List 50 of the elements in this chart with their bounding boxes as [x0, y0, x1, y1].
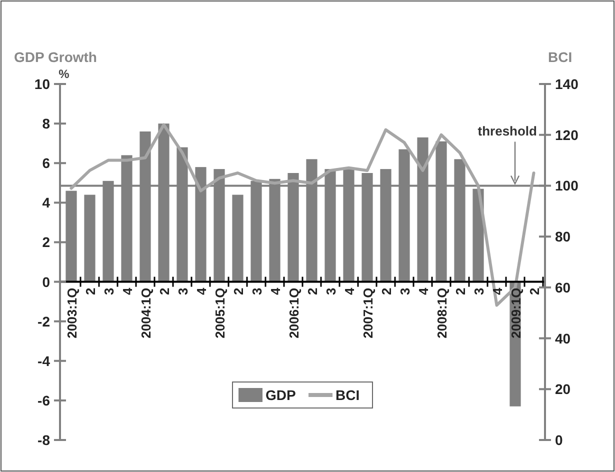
legend-label: GDP	[266, 387, 296, 403]
x-tick-label: 2005:1Q	[212, 288, 228, 338]
x-tick-label: 2	[304, 288, 320, 296]
x-tick-label: 2003:1Q	[64, 288, 80, 338]
x-tick-label: 4	[268, 287, 283, 296]
x-tick-label: 4	[416, 287, 431, 296]
legend-label: BCI	[336, 387, 360, 403]
x-tick-label: 4	[194, 287, 209, 296]
y-tick-label: -8	[38, 432, 50, 448]
y2-tick-label: 40	[555, 330, 571, 346]
x-tick-label: 2	[452, 288, 468, 296]
x-tick-label: 2004:1Q	[138, 288, 154, 338]
y-tick-label: 2	[42, 234, 50, 250]
x-tick-label: 4	[490, 287, 505, 296]
x-tick-label: 2007:1Q	[360, 288, 376, 338]
y2-tick-label: 120	[555, 126, 579, 143]
y2-tick-label: 140	[555, 76, 579, 92]
y-tick-label: 10	[34, 76, 50, 92]
ref-line-label: threshold	[478, 124, 538, 139]
y-axis-title: GDP Growth	[14, 49, 97, 65]
x-tick-label: 2	[230, 288, 246, 296]
y-tick-label: -2	[38, 313, 50, 330]
y-tick-label: 0	[42, 274, 50, 290]
x-tick-label: 2006:1Q	[286, 288, 302, 338]
x-tick-label: 3	[471, 288, 486, 296]
y2-tick-label: 80	[555, 228, 571, 245]
x-tick-label: 3	[101, 288, 116, 296]
text: %	[58, 67, 70, 81]
x-tick-label: 4	[120, 287, 135, 296]
x-tick-label: 2	[378, 288, 394, 296]
x-tick-label: 2009:1Q	[508, 288, 524, 338]
x-tick-label: 3	[175, 288, 190, 296]
y2-tick-label: 60	[555, 279, 571, 296]
x-tick-label: 3	[249, 288, 264, 296]
x-tick-label: 2008:1Q	[434, 288, 450, 338]
y2-axis-title: BCI	[548, 49, 572, 65]
y-tick-label: 6	[42, 155, 50, 172]
x-tick-label: 2	[156, 288, 172, 296]
x-tick-label: 2	[82, 288, 98, 296]
x-tick-label: 4	[342, 287, 357, 296]
y2-tick-label: 100	[555, 178, 579, 194]
x-tick-label: 3	[323, 288, 338, 296]
x-tick-label: 2	[526, 288, 542, 296]
y2-tick-label: 20	[555, 381, 571, 398]
y-tick-label: 4	[42, 194, 50, 211]
y-tick-label: -4	[38, 352, 50, 369]
y2-tick-label: 0	[555, 432, 563, 448]
y-tick-label: -6	[38, 392, 50, 408]
y-tick-label: 8	[42, 116, 50, 132]
x-tick-label: 3	[397, 288, 412, 296]
